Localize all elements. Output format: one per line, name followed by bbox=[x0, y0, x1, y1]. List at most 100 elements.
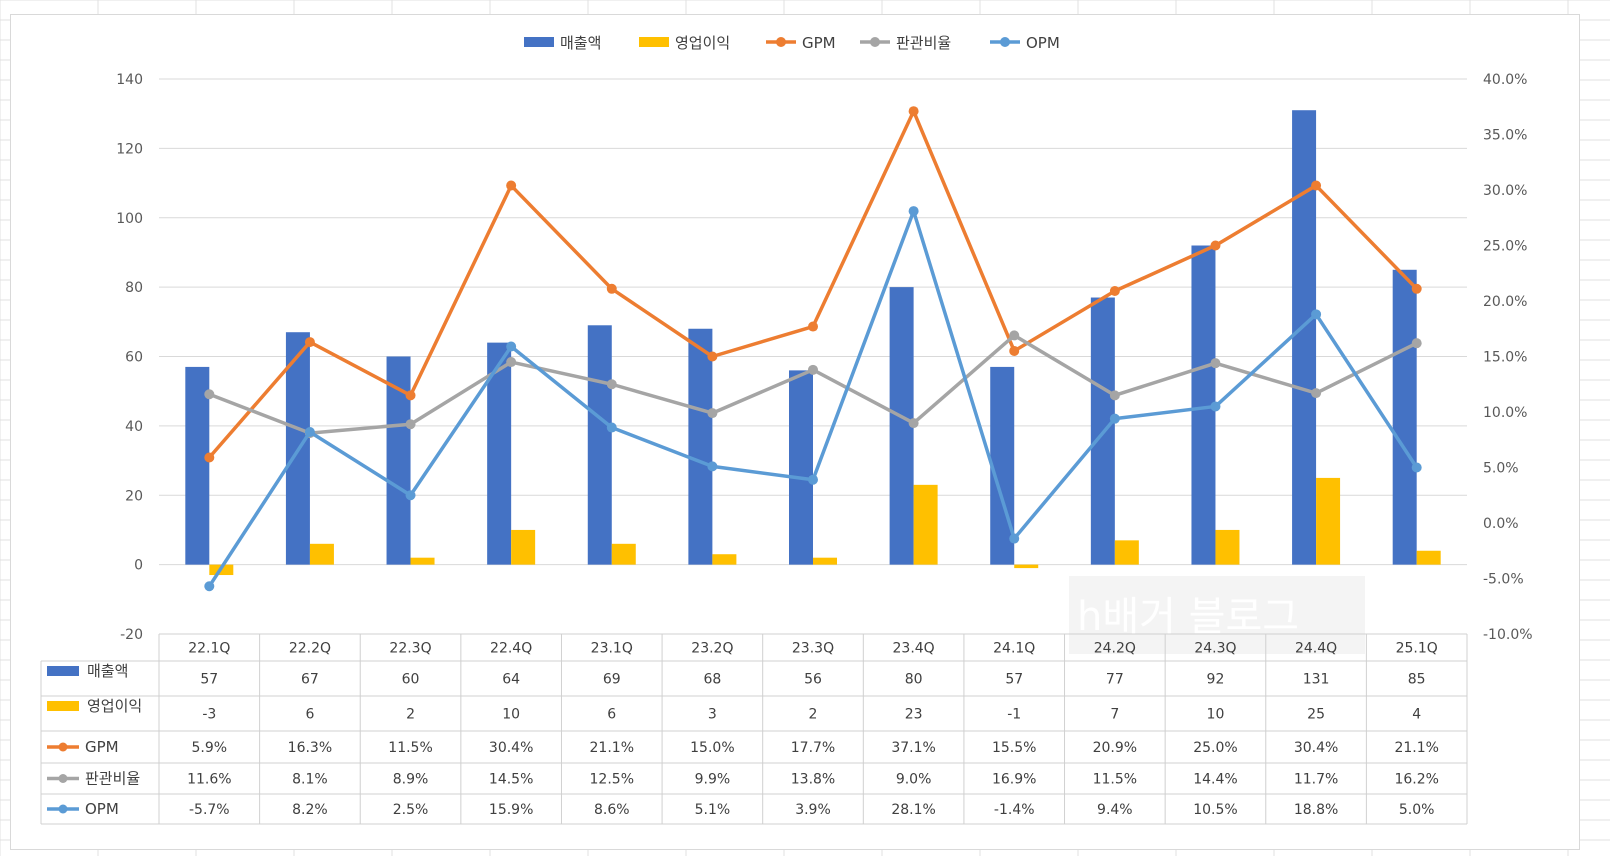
category-label: 24.3Q bbox=[1194, 641, 1236, 657]
data-point[interactable] bbox=[808, 321, 818, 332]
bar[interactable] bbox=[813, 557, 837, 565]
data-point[interactable] bbox=[1009, 330, 1020, 341]
data-point[interactable] bbox=[606, 379, 617, 390]
data-point[interactable] bbox=[1311, 388, 1322, 399]
bar[interactable] bbox=[1292, 110, 1317, 565]
bar[interactable] bbox=[913, 484, 938, 565]
right-tick-label: -10.0% bbox=[1483, 627, 1533, 643]
legend-item[interactable]: 영업이익 bbox=[639, 34, 730, 52]
bar[interactable] bbox=[511, 529, 536, 565]
data-point[interactable] bbox=[405, 490, 416, 501]
data-point[interactable] bbox=[1210, 401, 1221, 412]
bar[interactable] bbox=[611, 543, 636, 565]
table-cell: 8.6% bbox=[594, 802, 630, 818]
bar[interactable] bbox=[386, 356, 411, 565]
data-point[interactable] bbox=[506, 341, 517, 352]
table-cell: 15.9% bbox=[489, 802, 533, 818]
bar[interactable] bbox=[789, 370, 813, 565]
data-point[interactable] bbox=[1311, 180, 1322, 191]
right-tick-label: 30.0% bbox=[1483, 183, 1527, 199]
table-cell: 12.5% bbox=[590, 772, 634, 788]
data-point[interactable] bbox=[606, 422, 617, 433]
legend-item[interactable]: 판관비율 bbox=[860, 34, 951, 52]
bar[interactable] bbox=[487, 342, 512, 565]
data-point[interactable] bbox=[908, 418, 919, 429]
data-point[interactable] bbox=[204, 389, 215, 400]
legend-item[interactable]: 매출액 bbox=[524, 34, 601, 52]
data-point[interactable] bbox=[506, 180, 517, 191]
legend-label: OPM bbox=[1026, 34, 1060, 52]
bar[interactable] bbox=[410, 557, 435, 565]
data-point[interactable] bbox=[707, 351, 718, 362]
bar[interactable] bbox=[309, 543, 334, 565]
data-point[interactable] bbox=[908, 106, 919, 117]
table-cell: 131 bbox=[1303, 672, 1330, 688]
data-point[interactable] bbox=[908, 206, 919, 217]
table-cell: 57 bbox=[1005, 672, 1023, 688]
table-cell: 15.5% bbox=[992, 740, 1036, 756]
data-point[interactable] bbox=[707, 461, 718, 472]
data-point[interactable] bbox=[1009, 533, 1020, 544]
line-series-1 bbox=[204, 106, 1422, 463]
legend-label: 매출액 bbox=[560, 34, 601, 52]
bar[interactable] bbox=[185, 366, 210, 565]
data-point[interactable] bbox=[606, 283, 617, 294]
bar[interactable] bbox=[712, 554, 737, 565]
data-point[interactable] bbox=[405, 390, 416, 401]
bar[interactable] bbox=[1215, 529, 1240, 565]
row-label: 판관비율 bbox=[85, 770, 140, 788]
bar[interactable] bbox=[1114, 540, 1139, 565]
data-point[interactable] bbox=[506, 357, 517, 368]
table-cell: 5.1% bbox=[695, 802, 731, 818]
data-point[interactable] bbox=[1109, 390, 1120, 401]
data-point[interactable] bbox=[304, 337, 315, 348]
legend-marker bbox=[776, 37, 786, 47]
data-point[interactable] bbox=[808, 364, 818, 375]
data-point[interactable] bbox=[405, 419, 416, 430]
table-cell: 5.9% bbox=[192, 740, 228, 756]
bar[interactable] bbox=[1416, 550, 1441, 565]
table-cell: 10.5% bbox=[1193, 802, 1237, 818]
data-point[interactable] bbox=[1109, 413, 1120, 424]
table-cell: 16.2% bbox=[1394, 772, 1438, 788]
left-tick-label: 140 bbox=[116, 72, 143, 88]
bar[interactable] bbox=[587, 325, 612, 565]
table-cell: 10 bbox=[1207, 707, 1225, 723]
bar[interactable] bbox=[1014, 564, 1039, 569]
data-point[interactable] bbox=[1411, 283, 1422, 294]
table-cell: 37.1% bbox=[891, 740, 935, 756]
chart-area[interactable]: -20 0 20 40 60 80 100 120 140 -10.0% -5.0% 0.0% 5.0%… bbox=[10, 14, 1580, 850]
watermark-text: h배거 블로그 bbox=[1077, 594, 1299, 640]
table-cell: 17.7% bbox=[791, 740, 835, 756]
data-point[interactable] bbox=[1009, 345, 1020, 356]
bar[interactable] bbox=[1392, 269, 1417, 565]
data-point[interactable] bbox=[707, 408, 718, 419]
bar[interactable] bbox=[990, 366, 1015, 565]
data-point[interactable] bbox=[204, 581, 215, 592]
table-cell: 9.9% bbox=[695, 772, 731, 788]
legend-item[interactable]: GPM bbox=[766, 34, 836, 52]
table-cell: 3 bbox=[708, 707, 717, 723]
bar[interactable] bbox=[688, 328, 713, 565]
data-point[interactable] bbox=[204, 452, 215, 463]
table-cell: 8.9% bbox=[393, 772, 429, 788]
data-point[interactable] bbox=[808, 474, 818, 485]
data-point[interactable] bbox=[1210, 358, 1221, 369]
data-point[interactable] bbox=[1109, 286, 1120, 297]
legend-item[interactable]: OPM bbox=[990, 34, 1060, 52]
left-tick-label: -20 bbox=[120, 627, 143, 643]
table-cell: 21.1% bbox=[590, 740, 634, 756]
row-label: 영업이익 bbox=[87, 697, 142, 715]
data-point[interactable] bbox=[1411, 338, 1422, 349]
table-cell: 6 bbox=[305, 707, 314, 723]
table-cell: 9.0% bbox=[896, 772, 932, 788]
row-label: OPM bbox=[85, 800, 119, 818]
table-cell: 11.5% bbox=[388, 740, 432, 756]
data-point[interactable] bbox=[1311, 309, 1322, 320]
bar[interactable] bbox=[1316, 477, 1341, 565]
table-cell: 80 bbox=[905, 672, 923, 688]
data-point[interactable] bbox=[1210, 240, 1221, 251]
data-point[interactable] bbox=[304, 426, 315, 437]
table-cell: 23 bbox=[905, 707, 923, 723]
data-point[interactable] bbox=[1411, 462, 1422, 473]
